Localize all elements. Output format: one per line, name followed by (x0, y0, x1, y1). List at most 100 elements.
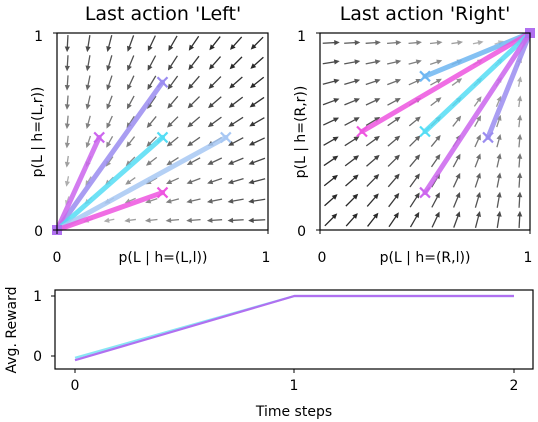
field-arrow-head (168, 45, 174, 52)
field-arrow-head (333, 78, 340, 84)
panel-right-title: Last action 'Right' (340, 3, 511, 25)
panel-left-trajectories (52, 76, 232, 235)
field-arrow-head (333, 117, 340, 123)
field-arrow-head (332, 136, 339, 142)
trajectory-line (54, 134, 229, 233)
field-arrow-head (166, 141, 173, 147)
field-arrow-head (517, 76, 523, 83)
trajectory-start-marker (220, 131, 232, 144)
field-arrow-head (352, 213, 358, 219)
field-arrow-head (455, 172, 461, 179)
field-arrow-head (414, 173, 420, 180)
panel-left: Last action 'Left' 0 1 0 1 p(L | h=(L,l)… (30, 3, 270, 266)
field-arrow-head (373, 174, 380, 180)
field-arrow-head (414, 211, 420, 218)
trajectory-line (54, 134, 102, 233)
trajectory-start-marker (156, 76, 169, 89)
field-arrow-head (228, 102, 235, 108)
field-arrow-head (125, 179, 132, 185)
field-arrow-head (476, 172, 481, 179)
field-arrow-head (85, 122, 91, 129)
field-arrow-head (476, 96, 482, 103)
field-arrow-head (250, 63, 257, 69)
field-arrow-head (146, 122, 153, 128)
trajectory-line (54, 134, 165, 233)
panel-left-title: Last action 'Left' (85, 3, 241, 25)
field-arrow-head (477, 40, 484, 46)
field-arrow-head (457, 40, 464, 46)
field-arrow-head (206, 217, 213, 223)
field-arrow-head (332, 174, 338, 181)
field-arrow-head (395, 78, 402, 84)
field-arrow-head (106, 141, 112, 148)
field-arrow-head (85, 46, 91, 53)
field-arrow-head (374, 117, 381, 123)
trajectory-start-marker (93, 131, 105, 144)
field-arrow-head (144, 217, 151, 223)
panel-reward-lines (74, 294, 514, 362)
field-arrow-head (167, 64, 174, 71)
field-arrow-head (188, 64, 194, 71)
field-arrow-head (126, 141, 132, 148)
field-arrow-head (517, 153, 523, 159)
panel-right-xtick-label-0: 0 (318, 250, 327, 266)
field-arrow-head (353, 136, 360, 142)
panel-right-xlabel: p(L | h=(R,l)) (380, 250, 471, 266)
field-arrow-head (496, 134, 502, 141)
field-arrow-head (125, 160, 132, 167)
field-arrow-head (353, 98, 360, 103)
panel-left-xtick-label-0: 0 (53, 250, 62, 266)
field-arrow-head (476, 153, 481, 160)
field-arrow-head (209, 44, 215, 51)
field-arrow-head (208, 83, 215, 89)
field-arrow-head (227, 179, 234, 185)
field-arrow-head (435, 97, 442, 103)
field-arrow-head (517, 191, 523, 198)
panel-right-vector-field (322, 39, 524, 228)
field-arrow-head (64, 46, 70, 53)
field-arrow-head (394, 135, 401, 142)
panel-right-ytick-label-1: 1 (297, 29, 306, 45)
field-arrow-head (331, 213, 338, 220)
field-arrow-head (496, 172, 502, 179)
field-arrow-head (187, 83, 194, 90)
field-arrow-head (166, 160, 173, 166)
field-arrow-head (227, 198, 234, 204)
trajectory-line (422, 30, 533, 196)
field-arrow-head (249, 121, 256, 127)
field-arrow-head (207, 121, 214, 128)
trajectory-line (359, 30, 533, 134)
field-arrow-head (455, 115, 462, 122)
field-arrow-head (354, 40, 361, 46)
field-arrow-head (229, 82, 236, 89)
field-arrow-head (187, 140, 194, 147)
field-arrow-head (106, 103, 112, 110)
field-arrow-head (126, 103, 132, 110)
field-arrow-head (455, 211, 461, 218)
field-arrow-head (127, 84, 132, 91)
field-arrow-head (416, 40, 422, 46)
field-arrow-head (353, 117, 360, 123)
field-arrow-head (230, 44, 236, 50)
field-arrow-head (332, 155, 339, 161)
panel-right: Last action 'Right' 0 1 0 1 p(L | h=(R,l… (293, 3, 535, 266)
field-arrow-head (188, 44, 195, 51)
field-arrow-head (354, 59, 361, 65)
field-arrow-head (331, 194, 338, 200)
field-arrow-head (167, 121, 173, 128)
trajectory-line (485, 30, 533, 140)
field-arrow-head (517, 133, 523, 140)
field-arrow-head (206, 198, 213, 204)
field-arrow-head (373, 193, 379, 200)
field-arrow-head (64, 180, 70, 187)
panel-left-ytick-label-1: 1 (34, 29, 43, 45)
field-arrow-head (228, 140, 235, 146)
field-arrow-head (434, 211, 440, 218)
field-arrow-head (475, 191, 481, 198)
field-arrow-head (250, 43, 257, 50)
field-arrow-head (435, 135, 441, 141)
field-arrow-head (85, 84, 91, 91)
field-arrow-head (517, 114, 523, 121)
field-arrow-head (85, 103, 91, 110)
